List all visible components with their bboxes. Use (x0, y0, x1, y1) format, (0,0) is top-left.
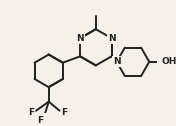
Text: F: F (29, 108, 34, 117)
Text: N: N (108, 34, 115, 43)
Text: F: F (37, 116, 44, 125)
Text: N: N (113, 57, 120, 66)
Text: N: N (76, 34, 84, 43)
Text: OH: OH (162, 57, 176, 66)
Text: F: F (61, 108, 67, 117)
